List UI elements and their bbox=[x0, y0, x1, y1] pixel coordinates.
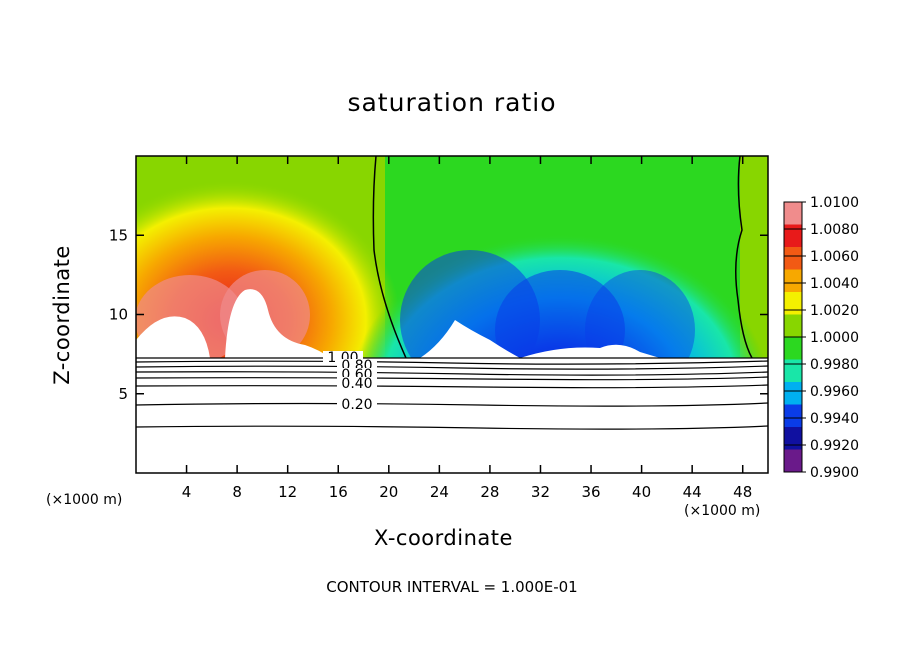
colorbar-label: 1.0040 bbox=[810, 276, 859, 292]
cloud-region-2 bbox=[225, 289, 330, 358]
contour-label: 0.40 bbox=[341, 376, 372, 392]
chart-title: saturation ratio bbox=[347, 88, 557, 117]
y-tick-label: 15 bbox=[109, 226, 128, 244]
contour-lines bbox=[135, 357, 769, 430]
colorbar-label: 0.9920 bbox=[810, 438, 859, 454]
colorbar-segment bbox=[784, 382, 802, 405]
heatmap-field bbox=[136, 156, 768, 358]
x-tick-label: 4 bbox=[182, 483, 192, 501]
contour-labels: 1.000.800.600.400.20 bbox=[323, 350, 377, 413]
cold-core-3 bbox=[585, 270, 695, 358]
colorbar-label: 0.9960 bbox=[810, 384, 859, 400]
colorbar-label: 0.9980 bbox=[810, 357, 859, 373]
colorbar-segment bbox=[784, 337, 802, 360]
colorbar-segment bbox=[784, 314, 802, 338]
colorbar-segment bbox=[784, 404, 802, 428]
x-tick-label: 48 bbox=[733, 483, 752, 501]
x-unit-label-right: (×1000 m) bbox=[684, 503, 761, 519]
colorbar-segment bbox=[784, 269, 802, 293]
contour-line bbox=[135, 402, 769, 407]
cloud-region-3 bbox=[420, 320, 520, 358]
x-tick-label: 16 bbox=[329, 483, 348, 501]
colorbar-label: 1.0100 bbox=[810, 195, 859, 211]
contour-line-1-00-right bbox=[735, 156, 753, 358]
colorbar-label: 1.0020 bbox=[810, 303, 859, 319]
colorbar-segment bbox=[784, 359, 802, 383]
x-tick-label: 40 bbox=[632, 483, 651, 501]
x-tick-label: 44 bbox=[683, 483, 702, 501]
x-tick-label: 32 bbox=[531, 483, 550, 501]
y-tick-label: 10 bbox=[109, 306, 128, 324]
contour-line bbox=[135, 365, 769, 370]
colorbar-segment bbox=[784, 202, 802, 225]
x-tick-label: 8 bbox=[232, 483, 242, 501]
x-unit-label-left: (×1000 m) bbox=[46, 492, 123, 508]
colorbar-segment bbox=[784, 427, 802, 450]
x-tick-label: 20 bbox=[379, 483, 398, 501]
y-axis-label: Z-coordinate bbox=[50, 245, 74, 385]
contour-line-1-00-left bbox=[372, 156, 407, 358]
x-axis-ticks: 4 8 12 16 20 24 28 32 36 40 44 48 bbox=[182, 156, 752, 501]
contour-line bbox=[135, 371, 769, 376]
y-tick-label: 5 bbox=[118, 385, 128, 403]
contour-interval-note: CONTOUR INTERVAL = 1.000E-01 bbox=[326, 578, 578, 596]
contour-label-bg bbox=[337, 398, 377, 411]
colorbar: 1.0100 1.0080 1.0060 1.0040 1.0020 1.0000 0.99… bbox=[783, 195, 859, 481]
contour-line bbox=[135, 360, 769, 365]
cold-core-2 bbox=[495, 270, 625, 358]
colorbar-label: 0.9900 bbox=[810, 465, 859, 481]
contour-label: 0.20 bbox=[341, 397, 372, 413]
colorbar-label: 0.9940 bbox=[810, 411, 859, 427]
x-tick-label: 24 bbox=[430, 483, 449, 501]
x-tick-label: 28 bbox=[480, 483, 499, 501]
x-tick-label: 12 bbox=[278, 483, 297, 501]
colorbar-segment bbox=[784, 224, 802, 248]
contour-line bbox=[135, 376, 769, 381]
cloud-region-1 bbox=[136, 316, 210, 358]
x-tick-label: 36 bbox=[581, 483, 600, 501]
colorbar-label: 1.0060 bbox=[810, 249, 859, 265]
colorbar-label: 1.0080 bbox=[810, 222, 859, 238]
colorbar-label: 1.0000 bbox=[810, 330, 859, 346]
colorbar-segment bbox=[784, 449, 802, 473]
x-axis-label: X-coordinate bbox=[374, 526, 513, 550]
colorbar-segment bbox=[784, 247, 802, 270]
y-axis-ticks: 5 10 15 bbox=[109, 226, 768, 403]
contour-line bbox=[135, 384, 769, 389]
contour-label-bg bbox=[337, 377, 377, 390]
contour-line bbox=[135, 425, 769, 430]
cloud-region-4 bbox=[520, 344, 660, 358]
colorbar-segment bbox=[784, 292, 802, 315]
